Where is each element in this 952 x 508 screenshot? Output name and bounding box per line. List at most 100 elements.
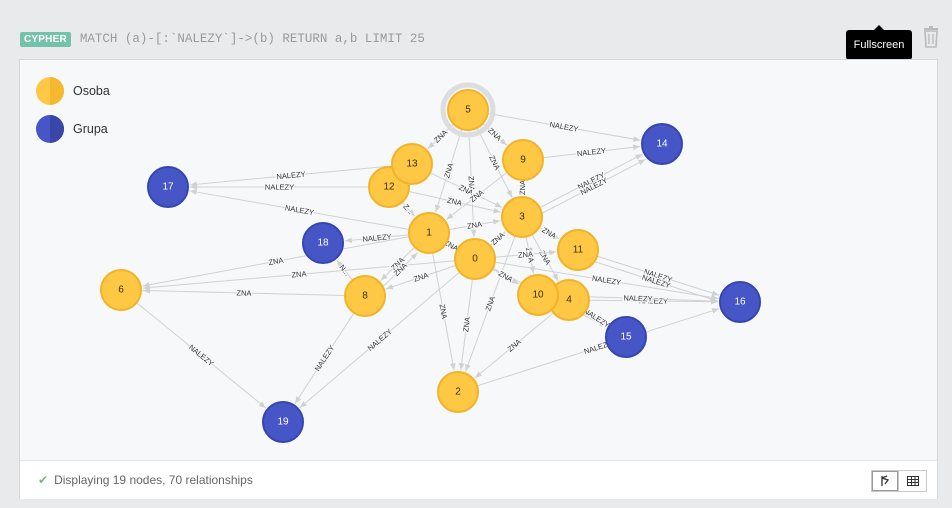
relationship-line[interactable] <box>494 249 557 258</box>
relationship[interactable]: ZNA <box>432 252 456 371</box>
relationship-line[interactable] <box>446 242 457 249</box>
relationship[interactable]: ZNA <box>538 224 560 242</box>
relationship[interactable]: NALEZY <box>294 312 355 404</box>
node-2[interactable]: 2 <box>437 371 479 413</box>
node-5[interactable]: 5 <box>440 82 496 138</box>
node-13[interactable]: 13 <box>391 143 433 185</box>
relationship-line[interactable] <box>142 287 346 297</box>
relationship-line[interactable] <box>468 129 477 238</box>
relationship[interactable]: NALEZY <box>190 181 369 193</box>
osoba-node-circle[interactable] <box>344 275 386 317</box>
relationship[interactable]: ZNA <box>408 190 501 214</box>
relationship-line[interactable] <box>458 278 473 371</box>
node-16[interactable]: 16 <box>719 281 761 323</box>
relationship[interactable]: NALEZY <box>189 165 393 188</box>
relationship-line[interactable] <box>531 234 559 282</box>
relationship-line[interactable] <box>538 226 560 240</box>
node-6[interactable]: 6 <box>100 269 142 311</box>
relationship-line[interactable] <box>401 201 415 217</box>
relationship-line[interactable] <box>294 312 355 404</box>
query-bar[interactable]: CYPHER MATCH (a)-[:`NALEZY`]->(b) RETURN… <box>20 30 425 48</box>
relationship-line[interactable] <box>542 144 641 159</box>
node-19[interactable]: 19 <box>262 401 304 443</box>
relationship[interactable]: ZNA <box>448 218 501 232</box>
relationship-line[interactable] <box>136 302 267 409</box>
node-0[interactable]: 0 <box>454 238 496 280</box>
relationship-line[interactable] <box>595 261 718 302</box>
osoba-node-circle[interactable] <box>437 371 479 413</box>
relationship-line[interactable] <box>525 236 535 274</box>
relationship-line[interactable] <box>408 190 501 214</box>
relationship-line[interactable] <box>448 219 501 231</box>
osoba-node-circle[interactable] <box>454 238 496 280</box>
relationship[interactable]: ZNA <box>494 248 557 261</box>
relationship-line[interactable] <box>142 260 456 291</box>
relationship[interactable]: ZNA <box>458 278 473 371</box>
node-18[interactable]: 18 <box>302 222 344 264</box>
relationship[interactable]: ZNA <box>446 171 508 220</box>
legend-item-osoba[interactable]: Osoba <box>36 76 110 106</box>
relationship-line[interactable] <box>380 246 416 281</box>
relationship[interactable]: ZNA <box>476 127 513 198</box>
node-8[interactable]: 8 <box>344 275 386 317</box>
relationship[interactable]: ZNA <box>474 312 554 379</box>
relationship[interactable]: Z... <box>400 201 416 218</box>
relationship[interactable]: NALEZY <box>596 255 720 296</box>
relationship[interactable]: ZNA <box>517 179 529 197</box>
relationship[interactable]: NALEZY <box>542 144 641 160</box>
osoba-node-circle[interactable] <box>557 229 599 271</box>
grupa-node-circle[interactable] <box>719 281 761 323</box>
relationship-line[interactable] <box>142 236 410 288</box>
relationship[interactable]: ZNA <box>465 129 478 238</box>
node-3[interactable]: 3 <box>501 196 543 238</box>
osoba-node-circle[interactable] <box>502 139 544 181</box>
node-1[interactable]: 1 <box>408 212 450 254</box>
relationship-line[interactable] <box>189 165 393 188</box>
legend-item-grupa[interactable]: Grupa <box>36 114 110 144</box>
relationship-line[interactable] <box>189 189 410 231</box>
relationship[interactable]: NALEZY <box>542 159 646 214</box>
osoba-node-circle[interactable] <box>408 212 450 254</box>
relationship-line[interactable] <box>385 264 457 290</box>
osoba-node-circle[interactable] <box>447 89 489 131</box>
trash-icon[interactable] <box>921 26 941 48</box>
node-11[interactable]: 11 <box>557 229 599 271</box>
relationship[interactable]: NALEZY <box>136 302 267 409</box>
osoba-node-circle[interactable] <box>517 274 559 316</box>
relationship[interactable]: N... <box>336 259 353 281</box>
relationship[interactable]: NALEZY <box>588 295 719 307</box>
relationship[interactable]: NALEZY <box>344 231 410 245</box>
relationship-line[interactable] <box>492 268 520 285</box>
relationship[interactable]: ZNA <box>142 287 346 299</box>
relationship-line[interactable] <box>487 112 641 142</box>
query-text[interactable]: MATCH (a)-[:`NALEZY`]->(b) RETURN a,b LI… <box>79 32 425 46</box>
grupa-node-circle[interactable] <box>262 401 304 443</box>
relationship-line[interactable] <box>585 310 608 326</box>
relationship-line[interactable] <box>474 312 554 379</box>
relationship-line[interactable] <box>336 259 353 281</box>
node-15[interactable]: 15 <box>605 316 647 358</box>
relationship-line[interactable] <box>383 252 418 287</box>
relationship-line[interactable] <box>588 298 719 305</box>
relationship-line[interactable] <box>446 171 508 220</box>
node-14[interactable]: 14 <box>641 123 683 165</box>
relationship[interactable]: ZNA <box>142 236 410 288</box>
relationship-line[interactable] <box>429 172 503 208</box>
graph-view-button[interactable] <box>871 470 899 492</box>
relationship[interactable]: ZNA <box>488 229 508 248</box>
table-view-button[interactable] <box>899 470 927 492</box>
relationship-line[interactable] <box>542 159 646 214</box>
osoba-node-circle[interactable] <box>501 196 543 238</box>
relationship-line[interactable] <box>299 271 461 409</box>
relationship[interactable]: NALEZY <box>487 112 641 142</box>
grupa-node-circle[interactable] <box>641 123 683 165</box>
osoba-node-circle[interactable] <box>391 143 433 185</box>
grupa-node-circle[interactable] <box>302 222 344 264</box>
relationship[interactable]: ZNA <box>429 172 503 208</box>
graph-svg[interactable]: NALEZYNALEZYNALEZYNALEZYNALEZYNALEZYNALE… <box>20 60 937 460</box>
relationship[interactable]: ZNA <box>492 268 520 285</box>
grupa-node-circle[interactable] <box>147 166 189 208</box>
node-10[interactable]: 10 <box>517 274 559 316</box>
relationship-line[interactable] <box>596 255 720 296</box>
relationship-line[interactable] <box>344 234 410 244</box>
